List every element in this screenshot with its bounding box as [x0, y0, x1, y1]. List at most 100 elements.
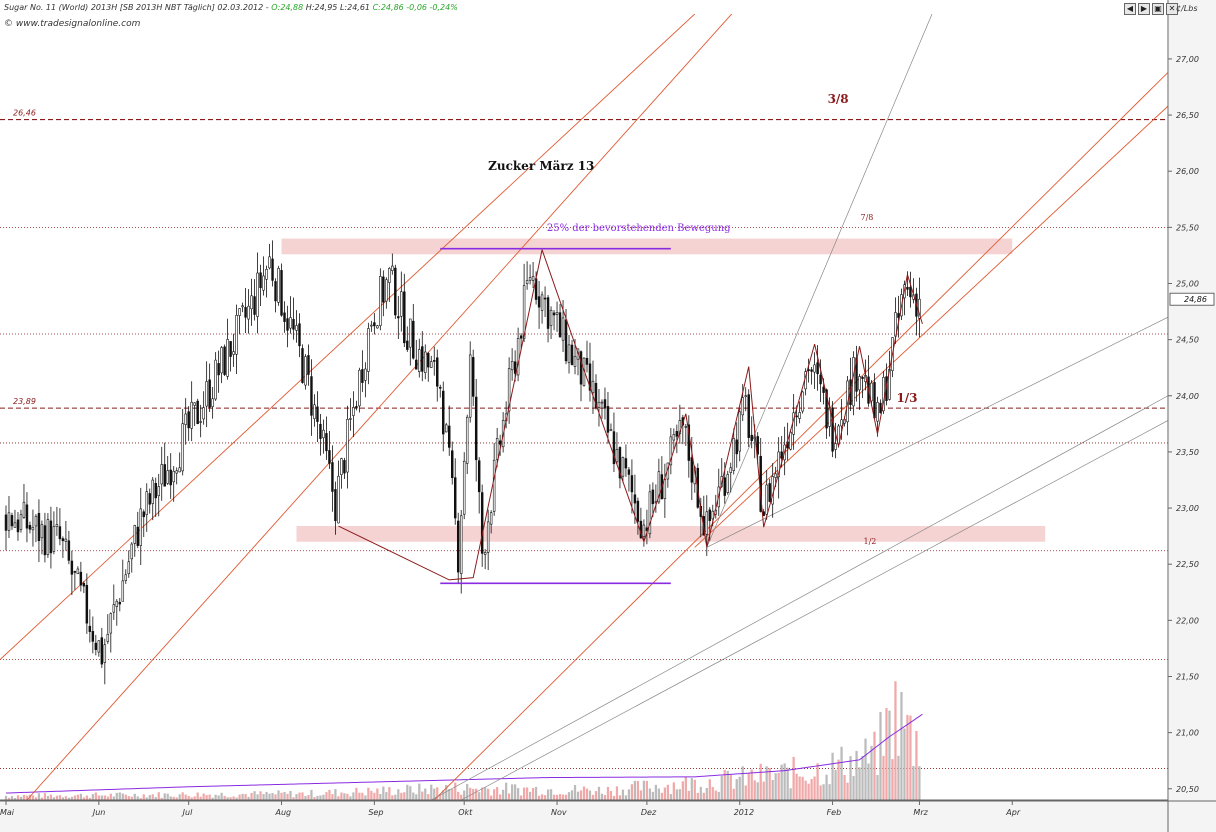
header-symbol: Sugar No. 11 (World) 2013H [SB 2013H NBT…: [4, 3, 269, 12]
volume-bar: [684, 776, 687, 800]
candle-body: [322, 429, 325, 439]
price-candle: [687, 415, 691, 478]
site-url-text: www.tradesignalonline.com: [15, 19, 141, 29]
volume-bar: [67, 797, 71, 800]
price-candle: [612, 412, 616, 472]
candle-body: [495, 438, 499, 460]
candle-body: [148, 493, 151, 505]
price-candle: [585, 340, 589, 373]
restore-button[interactable]: ▣: [1152, 3, 1164, 15]
volume-bar: [918, 766, 921, 800]
volume-bar: [475, 788, 478, 800]
candle-body: [310, 376, 313, 416]
candle-body: [531, 275, 535, 281]
volume-bar: [552, 794, 556, 800]
volume-bar: [831, 752, 834, 800]
price-candle: [768, 478, 771, 503]
price-candle: [831, 401, 834, 458]
volume-bar: [115, 792, 118, 800]
candle-body: [298, 323, 301, 347]
price-candle: [615, 432, 619, 466]
candle-body: [106, 633, 110, 642]
scroll-left-button[interactable]: ◀: [1124, 3, 1136, 15]
candle-body: [663, 479, 667, 499]
price-candle: [777, 437, 780, 499]
price-candle: [193, 402, 196, 426]
price-candle: [678, 404, 682, 444]
candle-body: [630, 475, 634, 493]
candle-body: [879, 402, 882, 414]
price-candle: [909, 271, 912, 308]
volume-bar: [726, 770, 729, 800]
price-candle: [732, 428, 735, 475]
candle-body: [382, 276, 385, 303]
volume-bar: [810, 779, 813, 800]
volume-bar: [34, 797, 38, 800]
volume-bar: [139, 797, 142, 800]
candle-body: [822, 386, 825, 393]
candle-body: [268, 256, 271, 269]
candle-body: [109, 613, 113, 634]
price-candle: [160, 446, 163, 501]
price-candle: [669, 427, 673, 475]
price-candle: [600, 399, 604, 419]
volume-bar: [49, 794, 53, 800]
volume-bar: [427, 794, 430, 800]
price-candle: [358, 367, 361, 413]
volume-bar: [780, 764, 783, 800]
y-tick-label: 21,00: [1176, 729, 1199, 738]
volume-bar: [277, 790, 280, 800]
volume-bar: [31, 795, 35, 800]
volume-bar: [172, 796, 175, 800]
price-candle: [292, 297, 295, 340]
price-candle: [427, 351, 430, 382]
x-tick-label: Mai: [0, 808, 15, 817]
price-candle: [528, 264, 532, 285]
price-candle: [283, 301, 286, 333]
price-candle: [259, 264, 262, 306]
price-candle: [367, 322, 370, 385]
volume-bar: [846, 782, 849, 800]
price-candle: [870, 380, 873, 406]
price-candle: [618, 446, 622, 489]
volume-bar: [199, 796, 202, 800]
volume-bar: [382, 786, 385, 800]
volume-bar: [624, 795, 628, 800]
candle-body: [262, 275, 265, 291]
volume-bar: [226, 797, 229, 800]
candle-body: [412, 320, 415, 359]
volume-bar: [537, 795, 541, 800]
candle-body: [235, 315, 238, 355]
volume-bar: [451, 789, 454, 800]
volume-bar: [280, 792, 283, 800]
volume-bar: [636, 781, 640, 800]
price-candle: [415, 339, 418, 370]
price-candle: [555, 301, 559, 332]
candle-body: [624, 458, 628, 469]
price-candle: [489, 510, 493, 534]
volume-bar: [82, 797, 85, 800]
volume-bar: [322, 794, 325, 800]
candle-body: [415, 359, 418, 370]
price-candle: [801, 390, 804, 414]
candle-body: [265, 268, 268, 280]
volume-bar: [136, 796, 139, 800]
candle-body: [579, 351, 583, 385]
price-candle: [190, 381, 193, 442]
annotation-label: 25% der bevorstehenden Bewegung: [546, 222, 731, 234]
close-button[interactable]: ✕: [1166, 3, 1178, 15]
candle-body: [91, 631, 95, 642]
candle-body: [187, 411, 190, 429]
candle-body: [379, 276, 382, 326]
candle-body: [585, 357, 589, 365]
candle-body: [558, 312, 562, 338]
price-candle: [67, 530, 71, 565]
price-candle: [495, 427, 499, 468]
volume-bar: [448, 789, 451, 800]
price-candle: [477, 457, 481, 514]
scroll-right-button[interactable]: ▶: [1138, 3, 1150, 15]
volume-bar: [834, 769, 837, 800]
volume-bar: [181, 792, 184, 800]
price-candle: [121, 559, 125, 602]
